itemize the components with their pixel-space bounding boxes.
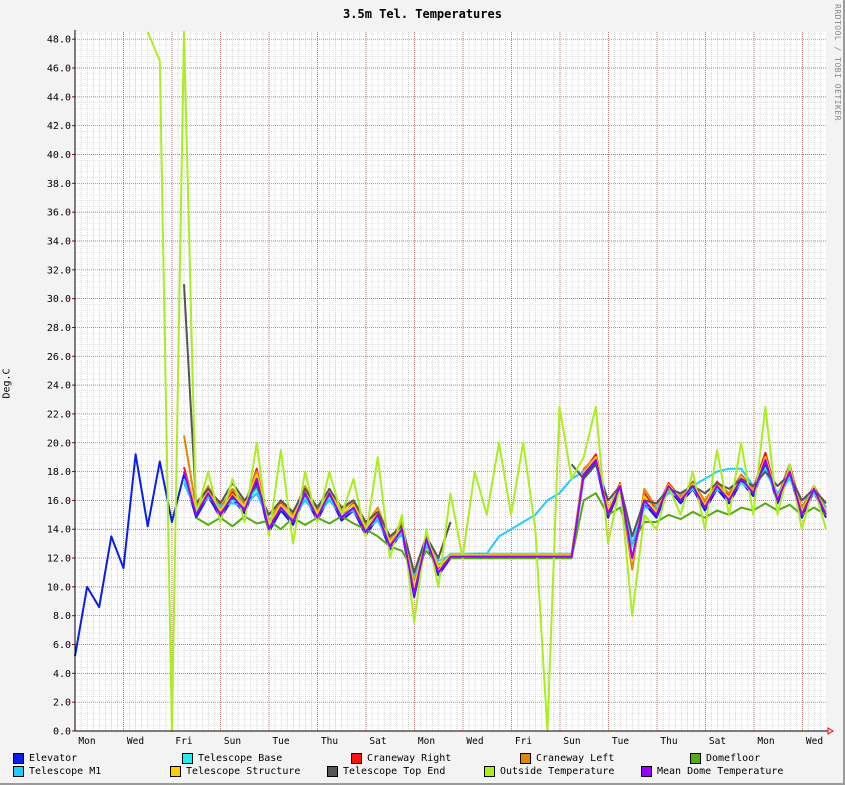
x-tick-label: Sat xyxy=(369,736,386,747)
x-tick-label: Mon xyxy=(418,736,435,747)
legend-label: Telescope Top End xyxy=(343,766,446,777)
y-tick-label: 34.0 xyxy=(47,236,71,247)
y-tick-label: 0.0 xyxy=(53,727,71,738)
x-tick-label: Wed xyxy=(127,736,144,747)
series-domefloor xyxy=(195,492,827,574)
legend-item: Telescope Base xyxy=(182,753,282,764)
series-line xyxy=(146,31,827,732)
legend-swatch xyxy=(327,766,338,777)
x-tick-label: Tue xyxy=(272,736,289,747)
x-axis-arrow xyxy=(827,727,834,735)
y-tick-label: 48.0 xyxy=(47,35,71,46)
legend-item: Telescope Top End xyxy=(327,766,445,777)
legend-item: Craneway Left xyxy=(520,753,614,764)
legend-item: Elevator xyxy=(13,753,77,764)
y-tick-label: 24.0 xyxy=(47,381,71,392)
legend-swatch xyxy=(641,766,652,777)
x-tick-label: Mon xyxy=(78,736,95,747)
x-tick-label: Fri xyxy=(175,736,192,747)
x-tick-label: Tue xyxy=(612,736,629,747)
x-tick-label: Thu xyxy=(660,736,677,747)
legend-label: Telescope M1 xyxy=(29,766,102,777)
x-tick-label: Fri xyxy=(515,736,532,747)
legend-label: Domefloor xyxy=(706,753,761,764)
legend-swatch xyxy=(484,766,495,777)
chart-title: 3.5m Tel. Temperatures xyxy=(343,7,502,21)
y-tick-label: 16.0 xyxy=(47,496,71,507)
legend-label: Outside Temperature xyxy=(500,766,615,777)
legend-swatch xyxy=(690,753,701,764)
legend-item: Mean Dome Temperature xyxy=(641,766,783,777)
legend-swatch xyxy=(13,753,24,764)
series-telescope-structure xyxy=(183,456,827,588)
x-tick-label: Wed xyxy=(806,736,823,747)
y-tick-label: 18.0 xyxy=(47,467,71,478)
legend-label: Craneway Left xyxy=(536,753,615,764)
legend-label: Telescope Structure xyxy=(186,766,301,777)
x-tick-label: Sun xyxy=(224,736,241,747)
y-tick-label: 20.0 xyxy=(47,438,71,449)
series-line xyxy=(183,459,827,596)
y-tick-label: 14.0 xyxy=(47,525,71,536)
y-tick-label: 26.0 xyxy=(47,352,71,363)
x-tick-label: Thu xyxy=(321,736,338,747)
y-tick-label: 4.0 xyxy=(53,669,71,680)
x-tick-label: Mon xyxy=(757,736,774,747)
legend-item: Craneway Right xyxy=(351,753,451,764)
legend-swatch xyxy=(520,753,531,764)
y-tick-label: 30.0 xyxy=(47,294,71,305)
y-tick-label: 46.0 xyxy=(47,64,71,75)
legend-swatch xyxy=(351,753,362,764)
legend-label: Elevator xyxy=(29,753,78,764)
y-tick-label: 42.0 xyxy=(47,121,71,132)
x-tick-label: Sat xyxy=(709,736,726,747)
legend-label: Craneway Right xyxy=(367,753,452,764)
x-tick-label: Sun xyxy=(563,736,580,747)
watermark: RRDTOOL / TOBI OETIKER xyxy=(833,4,842,121)
legend-item: Telescope M1 xyxy=(13,766,101,777)
series-outside-temperature xyxy=(146,31,827,732)
y-tick-label: 32.0 xyxy=(47,265,71,276)
y-tick-label: 8.0 xyxy=(53,611,71,622)
x-tick-label: Wed xyxy=(466,736,483,747)
y-tick-label: 40.0 xyxy=(47,150,71,161)
legend-swatch xyxy=(182,753,193,764)
y-tick-label: 6.0 xyxy=(53,640,71,651)
legend-label: Mean Dome Temperature xyxy=(657,766,784,777)
legend-item: Telescope Structure xyxy=(170,766,300,777)
y-tick-label: 36.0 xyxy=(47,208,71,219)
plot-background xyxy=(75,32,826,731)
legend-swatch xyxy=(170,766,181,777)
y-tick-label: 44.0 xyxy=(47,92,71,103)
legend-label: Telescope Base xyxy=(198,753,283,764)
y-tick-label: 28.0 xyxy=(47,323,71,334)
series-mean-dome-temperature xyxy=(183,459,827,596)
legend-item: Outside Temperature xyxy=(484,766,614,777)
legend-item: Domefloor xyxy=(690,753,760,764)
y-tick-label: 10.0 xyxy=(47,582,71,593)
legend-swatch xyxy=(13,766,24,777)
y-tick-label: 38.0 xyxy=(47,179,71,190)
series-line xyxy=(195,492,827,574)
y-tick-label: 22.0 xyxy=(47,409,71,420)
y-tick-label: 2.0 xyxy=(53,698,71,709)
y-tick-label: 12.0 xyxy=(47,554,71,565)
series-line xyxy=(183,456,827,588)
